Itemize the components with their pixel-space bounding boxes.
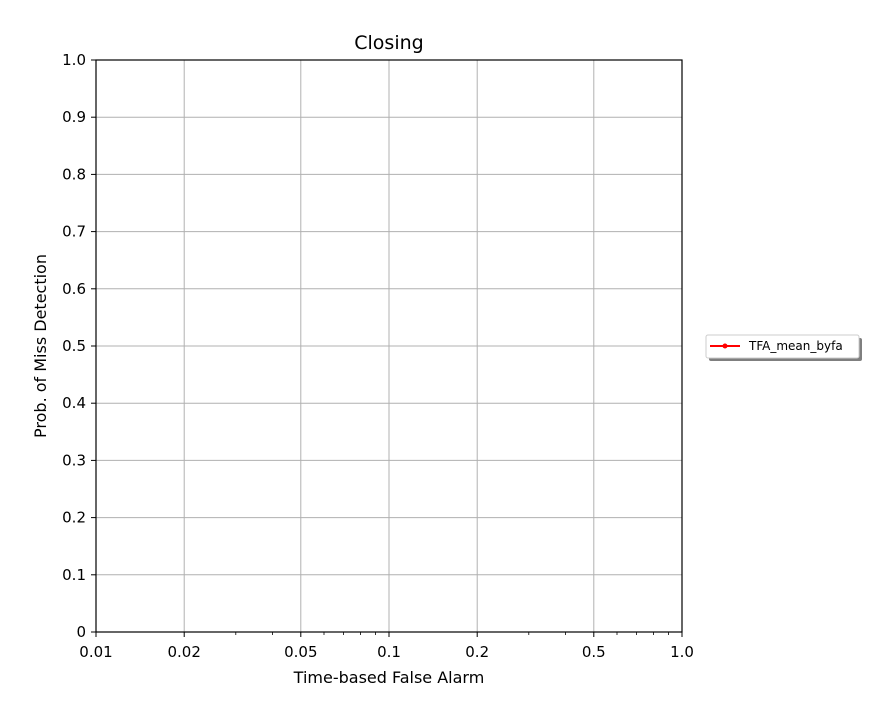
grid (95, 59, 683, 633)
x-tick-label: 0.1 (377, 643, 401, 661)
y-tick-label: 0.6 (62, 280, 86, 298)
x-tick-label: 0.2 (465, 643, 489, 661)
y-tick-label: 0.5 (62, 337, 86, 355)
chart-title: Closing (354, 32, 423, 54)
y-tick-label: 0.3 (62, 451, 86, 469)
y-tick-label: 1.0 (62, 51, 86, 69)
x-axis-label: Time-based False Alarm (293, 668, 485, 687)
legend-box (705, 334, 860, 359)
y-tick-label: 0 (76, 623, 86, 641)
y-tick-label: 0.8 (62, 165, 86, 183)
x-tick-label: 1.0 (670, 643, 694, 661)
x-tick-label: 0.01 (79, 643, 112, 661)
x-tick-label: 0.02 (167, 643, 200, 661)
x-axis: 0.01 0.02 0.05 0.1 0.2 0.5 1.0 (79, 632, 694, 661)
x-tick-label: 0.05 (284, 643, 317, 661)
y-tick-label: 0.1 (62, 566, 86, 584)
y-tick-label: 0.7 (62, 223, 86, 241)
legend-marker (722, 343, 728, 349)
y-tick-label: 0.9 (62, 108, 86, 126)
legend-entry-label: TFA_mean_byfa (748, 339, 843, 353)
y-axis-label: Prob. of Miss Detection (31, 254, 50, 438)
y-axis: 0 0.1 0.2 0.3 0.4 0.5 0.6 0.7 0.8 0.9 1.0 (62, 51, 96, 641)
legend: TFA_mean_byfa (705, 334, 862, 361)
y-tick-label: 0.2 (62, 509, 86, 527)
x-tick-label: 0.5 (582, 643, 606, 661)
y-tick-label: 0.4 (62, 394, 86, 412)
